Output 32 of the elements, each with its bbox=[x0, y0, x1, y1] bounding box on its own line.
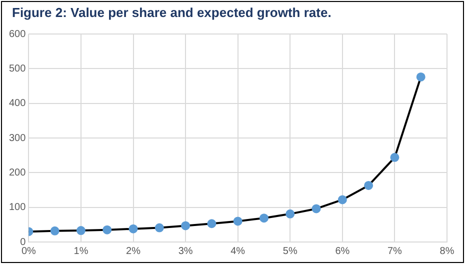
point bbox=[312, 204, 321, 214]
point bbox=[76, 226, 86, 236]
point bbox=[102, 225, 112, 234]
point bbox=[364, 180, 374, 190]
point bbox=[416, 72, 426, 82]
point bbox=[233, 216, 242, 226]
x-tick-label: 2% bbox=[126, 246, 141, 257]
x-tick-label: 1% bbox=[74, 246, 88, 257]
x-tick-label: 7% bbox=[387, 246, 402, 257]
x-tick-label: 3% bbox=[178, 246, 193, 257]
point bbox=[154, 223, 164, 232]
point bbox=[128, 224, 138, 234]
x-tick-label: 4% bbox=[230, 246, 246, 257]
point bbox=[286, 209, 295, 218]
y-tick-label: 300 bbox=[8, 132, 26, 144]
chart-title: Figure 2: Value per share and expected growth rate. bbox=[12, 5, 332, 20]
point bbox=[50, 226, 60, 236]
y-tick-label: 400 bbox=[8, 98, 26, 110]
y-tick-label: 200 bbox=[8, 167, 26, 178]
point bbox=[259, 214, 268, 223]
x-tick-label: 6% bbox=[335, 246, 350, 257]
y-tick-label: 500 bbox=[8, 63, 26, 74]
x-tick-label: 8% bbox=[440, 246, 454, 257]
y-tick-label: 100 bbox=[8, 202, 26, 214]
x-tick-label: 5% bbox=[282, 246, 298, 257]
point bbox=[338, 195, 347, 204]
point bbox=[207, 219, 216, 228]
y-tick-label: 600 bbox=[8, 28, 26, 40]
y-tick-label: 0 bbox=[20, 236, 26, 248]
point bbox=[181, 221, 190, 230]
point bbox=[390, 152, 400, 162]
x-tick-label: 0% bbox=[21, 246, 36, 257]
